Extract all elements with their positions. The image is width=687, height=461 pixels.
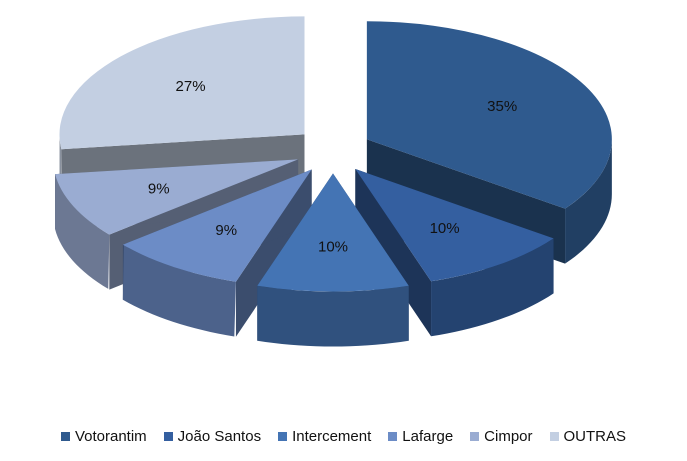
pie-slice-wall-votorantim [565,139,612,264]
legend-swatch-cimpor [470,432,480,441]
legend-item-votorantim: Votorantim [60,428,147,445]
legend-item-joao-santos: João Santos [163,428,262,445]
legend-swatch-intercement [278,432,288,441]
pie-slice-wall-intercement [257,285,409,347]
data-label-cimpor: 9% [148,180,170,197]
data-label-lafarge: 9% [215,222,237,239]
pie-slice-top-outras [59,16,305,150]
pie-slice-joao-santos [355,169,554,337]
legend-item-cimpor: Cimpor [470,428,533,445]
legend-swatch-joao-santos [163,432,173,441]
pie-slice-top-cimpor [55,159,299,235]
chart-legend: Votorantim João Santos Intercement Lafar… [0,428,687,445]
legend-label-votorantim: Votorantim [74,428,147,445]
pie-slice-wall-joao-santos [431,238,554,337]
legend-swatch-lafarge [388,432,398,441]
pie-slice-top-lafarge [122,169,312,282]
legend-label-cimpor: Cimpor [484,428,533,445]
legend-item-outras: OUTRAS [549,428,627,445]
legend-item-intercement: Intercement [278,428,371,445]
legend-label-intercement: Intercement [292,428,372,445]
legend-label-outras: OUTRAS [563,428,627,445]
legend-swatch-votorantim [60,432,70,441]
pie-slice-side-joao-santos-1 [355,169,432,337]
data-label-intercement: 10% [318,239,348,256]
pie-slice-wall-lafarge [122,245,236,337]
pie-slice-intercement [257,173,409,347]
pie-slice-lafarge [122,169,312,337]
legend-item-lafarge: Lafarge [388,428,453,445]
legend-label-lafarge: Lafarge [402,428,454,445]
pie-slice-top-votorantim [366,21,612,209]
pie-slice-wall-cimpor [55,174,110,289]
pie-slice-top-intercement [257,173,409,292]
data-label-joao-santos: 10% [430,220,460,237]
legend-swatch-outras [549,432,559,441]
pie-slice-top-joao-santos [355,169,554,282]
data-label-outras: 27% [176,78,206,95]
data-label-votorantim: 35% [487,98,517,115]
legend-label-joao-santos: João Santos [177,428,262,445]
